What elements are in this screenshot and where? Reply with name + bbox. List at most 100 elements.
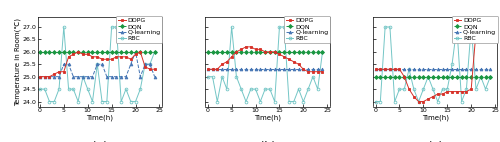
DDPG (114, 56, 119, 58)
DQN (258, 51, 264, 53)
DQN (104, 51, 110, 53)
DDPG (66, 56, 71, 58)
Q-learning (234, 68, 239, 70)
DDPG (123, 56, 129, 58)
DQN (310, 51, 316, 53)
DQN (37, 51, 43, 53)
RBC (454, 26, 460, 28)
DQN (228, 51, 234, 53)
DDPG (392, 68, 398, 70)
DDPG (128, 58, 134, 60)
Q-learning (416, 68, 422, 70)
DQN (262, 51, 268, 53)
Q-learning (420, 68, 426, 70)
DQN (147, 51, 153, 53)
DQN (243, 51, 249, 53)
Q-learning (114, 76, 119, 78)
DDPG (104, 58, 110, 60)
Line: RBC: RBC (38, 26, 156, 103)
DDPG (61, 71, 67, 73)
RBC (204, 76, 210, 78)
RBC (123, 88, 129, 90)
Q-learning (61, 63, 67, 65)
Q-learning (84, 76, 90, 78)
Q-learning (281, 68, 287, 70)
DDPG (210, 68, 216, 70)
DQN (382, 76, 388, 78)
DDPG (296, 63, 302, 65)
DQN (378, 76, 384, 78)
Q-learning (224, 68, 230, 70)
RBC (248, 88, 254, 90)
DDPG (430, 96, 436, 97)
DQN (420, 76, 426, 78)
Line: DQN: DQN (206, 50, 324, 53)
RBC (142, 63, 148, 65)
DDPG (70, 53, 76, 55)
DDPG (434, 93, 440, 95)
RBC (243, 101, 249, 102)
Text: (b): (b) (260, 140, 276, 142)
DQN (61, 51, 67, 53)
Q-learning (482, 68, 488, 70)
Line: DQN: DQN (38, 50, 156, 53)
DQN (300, 51, 306, 53)
DQN (276, 51, 282, 53)
DQN (224, 51, 230, 53)
DQN (478, 76, 484, 78)
DDPG (406, 88, 412, 90)
RBC (61, 26, 67, 28)
RBC (387, 26, 393, 28)
Q-learning (464, 68, 469, 70)
DDPG (473, 31, 479, 33)
DDPG (300, 68, 306, 70)
Q-learning (458, 68, 464, 70)
RBC (219, 76, 225, 78)
RBC (214, 101, 220, 102)
Q-learning (387, 68, 393, 70)
RBC (406, 68, 412, 70)
DQN (80, 51, 86, 53)
DQN (320, 51, 326, 53)
DQN (252, 51, 258, 53)
Q-learning (56, 76, 62, 78)
RBC (108, 26, 114, 28)
RBC (291, 101, 297, 102)
RBC (258, 101, 264, 102)
Q-learning (248, 68, 254, 70)
DQN (152, 51, 158, 53)
RBC (473, 88, 479, 90)
DQN (42, 51, 48, 53)
DQN (411, 76, 417, 78)
RBC (281, 26, 287, 28)
Legend: DDPG, DQN, Q-learning, RBC: DDPG, DQN, Q-learning, RBC (284, 16, 331, 43)
DDPG (118, 56, 124, 58)
DDPG (234, 51, 239, 53)
Q-learning (238, 68, 244, 70)
DQN (296, 51, 302, 53)
DDPG (252, 48, 258, 50)
RBC (147, 63, 153, 65)
DQN (70, 51, 76, 53)
Text: (c): (c) (428, 140, 443, 142)
Line: DDPG: DDPG (374, 31, 492, 103)
RBC (458, 101, 464, 102)
DDPG (248, 46, 254, 48)
DQN (416, 76, 422, 78)
Q-learning (296, 68, 302, 70)
Q-learning (444, 68, 450, 70)
DQN (314, 51, 320, 53)
Q-learning (123, 76, 129, 78)
DDPG (468, 88, 474, 90)
DDPG (204, 68, 210, 70)
DDPG (482, 31, 488, 33)
Q-learning (478, 68, 484, 70)
Q-learning (51, 76, 57, 78)
Q-learning (267, 68, 273, 70)
Q-learning (80, 76, 86, 78)
DQN (248, 51, 254, 53)
Q-learning (291, 68, 297, 70)
RBC (300, 101, 306, 102)
RBC (128, 101, 134, 102)
DDPG (286, 58, 292, 60)
